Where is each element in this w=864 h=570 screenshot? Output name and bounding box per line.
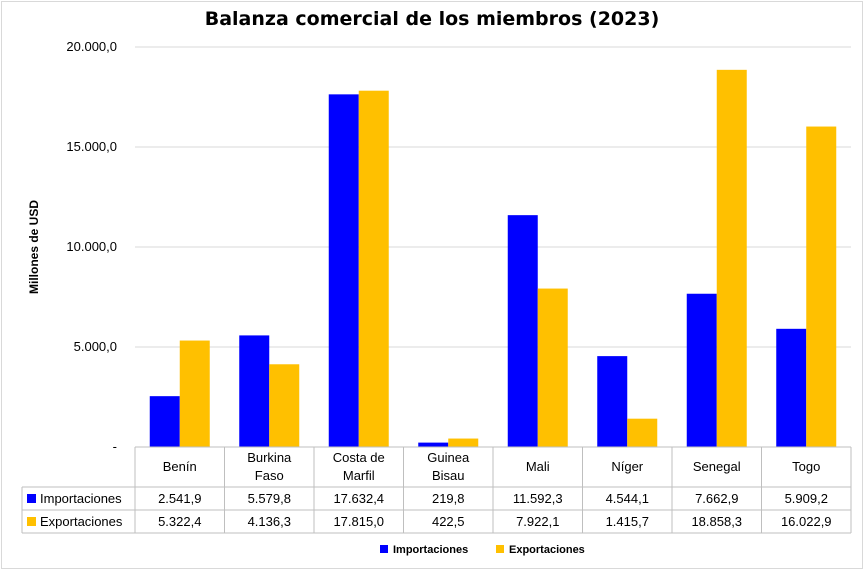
category-label: Benín	[163, 459, 197, 474]
table-legend-key-importaciones	[27, 494, 36, 503]
legend-label: Exportaciones	[509, 544, 585, 556]
y-axis-label: Millones de USD	[27, 200, 41, 294]
bar-importaciones-2	[328, 94, 359, 448]
y-tick-label: 15.000,0	[66, 139, 117, 154]
y-tick-label: 5.000,0	[74, 339, 117, 354]
bar-importaciones-7	[776, 328, 807, 447]
data-label: 5.322,4	[158, 514, 201, 529]
category-label: Togo	[792, 459, 820, 474]
data-label: 4.136,3	[248, 514, 291, 529]
category-label: Marfil	[343, 468, 375, 483]
category-label: Costa de	[333, 450, 385, 465]
bar-exportaciones-1	[269, 364, 300, 447]
bar-exportaciones-0	[179, 340, 210, 447]
data-label: 422,5	[432, 514, 465, 529]
data-label: 5.579,8	[248, 491, 291, 506]
bar-exportaciones-3	[448, 438, 479, 447]
y-tick-label: -	[113, 439, 117, 454]
category-label: Mali	[526, 459, 550, 474]
bar-exportaciones-6	[716, 69, 747, 448]
category-label: Níger	[611, 459, 643, 474]
bar-importaciones-1	[239, 335, 270, 447]
bar-importaciones-4	[507, 215, 538, 447]
bar-importaciones-6	[686, 293, 717, 447]
legend-key-exportaciones	[496, 545, 504, 553]
y-tick-label: 20.000,0	[66, 39, 117, 54]
bar-importaciones-5	[597, 356, 628, 447]
data-label: 11.592,3	[513, 491, 563, 506]
table-series-name: Importaciones	[40, 491, 122, 506]
category-label: Faso	[255, 468, 284, 483]
category-label: Senegal	[693, 459, 741, 474]
data-label: 17.632,4	[333, 491, 384, 506]
data-label: 2.541,9	[158, 491, 201, 506]
chart-title: Balanza comercial de los miembros (2023)	[205, 8, 660, 30]
category-label: Guinea	[427, 450, 470, 465]
data-label: 5.909,2	[785, 491, 828, 506]
bar-exportaciones-2	[358, 90, 389, 447]
legend-label: Importaciones	[393, 544, 468, 556]
table-legend-key-exportaciones	[27, 517, 36, 526]
category-label: Burkina	[247, 450, 292, 465]
bar-exportaciones-4	[537, 288, 568, 447]
y-tick-label: 10.000,0	[66, 239, 117, 254]
bar-exportaciones-5	[627, 418, 658, 447]
bar-importaciones-3	[418, 442, 449, 447]
data-label: 4.544,1	[606, 491, 649, 506]
category-label: Bisau	[432, 468, 465, 483]
data-label: 18.858,3	[691, 514, 742, 529]
data-label: 16.022,9	[781, 514, 832, 529]
bar-importaciones-0	[149, 396, 180, 447]
data-label: 7.922,1	[516, 514, 559, 529]
data-label: 17.815,0	[333, 514, 384, 529]
data-label: 219,8	[432, 491, 465, 506]
table-series-name: Exportaciones	[40, 514, 123, 529]
legend-key-importaciones	[380, 545, 388, 553]
bar-exportaciones-7	[806, 126, 837, 448]
data-label: 1.415,7	[606, 514, 649, 529]
data-label: 7.662,9	[695, 491, 738, 506]
